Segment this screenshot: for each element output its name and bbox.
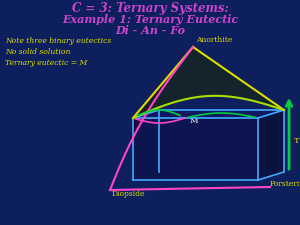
Polygon shape: [133, 118, 258, 180]
Text: Anorthite: Anorthite: [196, 36, 232, 44]
Text: M: M: [190, 117, 199, 125]
Text: Example 1: Ternary Eutectic: Example 1: Ternary Eutectic: [62, 14, 238, 25]
Text: T: T: [294, 137, 300, 145]
Text: Note three binary eutectics: Note three binary eutectics: [5, 37, 111, 45]
Text: No solid solution: No solid solution: [5, 48, 70, 56]
Polygon shape: [129, 47, 193, 146]
Text: Di - An - Fo: Di - An - Fo: [115, 25, 185, 36]
Text: Diopside: Diopside: [111, 190, 145, 198]
Polygon shape: [258, 110, 284, 180]
Text: C = 3: Ternary Systems:: C = 3: Ternary Systems:: [72, 2, 228, 15]
Text: Forsterite: Forsterite: [270, 180, 300, 188]
Text: Ternary eutectic = M: Ternary eutectic = M: [5, 59, 87, 67]
Polygon shape: [133, 110, 284, 118]
Polygon shape: [133, 47, 284, 118]
